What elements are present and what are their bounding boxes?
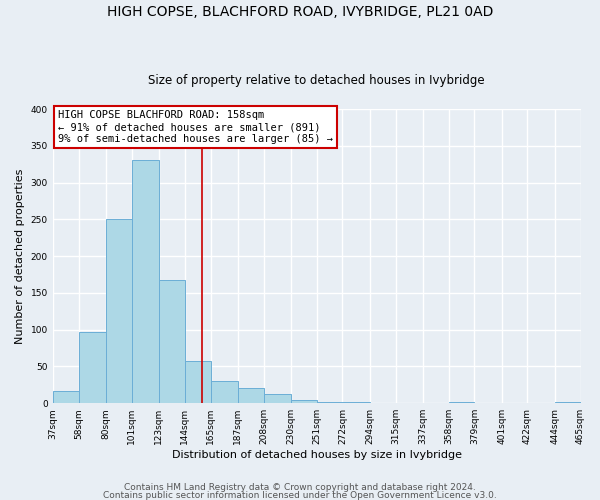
Bar — [79, 332, 106, 403]
Bar — [449, 402, 475, 403]
Bar — [343, 402, 370, 403]
Bar — [554, 402, 581, 403]
Text: Contains HM Land Registry data © Crown copyright and database right 2024.: Contains HM Land Registry data © Crown c… — [124, 484, 476, 492]
Bar — [106, 220, 131, 403]
Title: Size of property relative to detached houses in Ivybridge: Size of property relative to detached ho… — [148, 74, 485, 87]
Bar — [159, 280, 185, 403]
Bar — [317, 402, 343, 403]
Bar — [185, 360, 211, 403]
Bar — [53, 390, 79, 403]
Bar — [290, 400, 317, 403]
X-axis label: Distribution of detached houses by size in Ivybridge: Distribution of detached houses by size … — [172, 450, 461, 460]
Text: HIGH COPSE BLACHFORD ROAD: 158sqm
← 91% of detached houses are smaller (891)
9% : HIGH COPSE BLACHFORD ROAD: 158sqm ← 91% … — [58, 110, 333, 144]
Text: Contains public sector information licensed under the Open Government Licence v3: Contains public sector information licen… — [103, 490, 497, 500]
Bar — [131, 160, 159, 403]
Y-axis label: Number of detached properties: Number of detached properties — [15, 168, 25, 344]
Bar — [211, 381, 238, 403]
Bar — [238, 388, 263, 403]
Bar — [263, 394, 290, 403]
Text: HIGH COPSE, BLACHFORD ROAD, IVYBRIDGE, PL21 0AD: HIGH COPSE, BLACHFORD ROAD, IVYBRIDGE, P… — [107, 5, 493, 19]
